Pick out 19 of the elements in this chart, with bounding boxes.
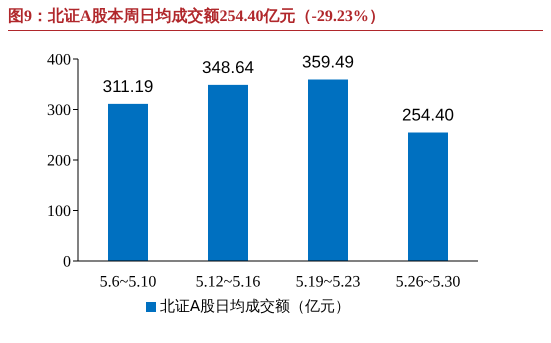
data-label: 311.19 bbox=[102, 76, 154, 96]
y-tick-label: 200 bbox=[47, 152, 71, 170]
y-tick-label: 100 bbox=[47, 203, 71, 220]
y-tick-label: 400 bbox=[47, 52, 71, 69]
x-tick-label: 5.6~5.10 bbox=[100, 273, 156, 290]
y-tick-label: 0 bbox=[63, 254, 71, 271]
bar bbox=[108, 104, 148, 261]
data-label: 254.40 bbox=[402, 106, 454, 125]
bar bbox=[208, 84, 248, 261]
y-tick-label: 300 bbox=[47, 102, 71, 120]
legend-label: 北证A股日均成交额（亿元） bbox=[160, 297, 350, 315]
x-tick-label: 5.26~5.30 bbox=[396, 273, 460, 290]
chart-title: 图9：北证A股本周日均成交额254.40亿元（-29.23%） bbox=[8, 6, 543, 31]
x-tick-label: 5.12~5.16 bbox=[196, 273, 260, 290]
x-tick-label: 5.19~5.23 bbox=[296, 273, 360, 290]
data-label: 359.49 bbox=[302, 52, 354, 72]
data-label: 348.64 bbox=[202, 58, 254, 77]
bar bbox=[408, 132, 448, 261]
bar bbox=[308, 79, 348, 261]
